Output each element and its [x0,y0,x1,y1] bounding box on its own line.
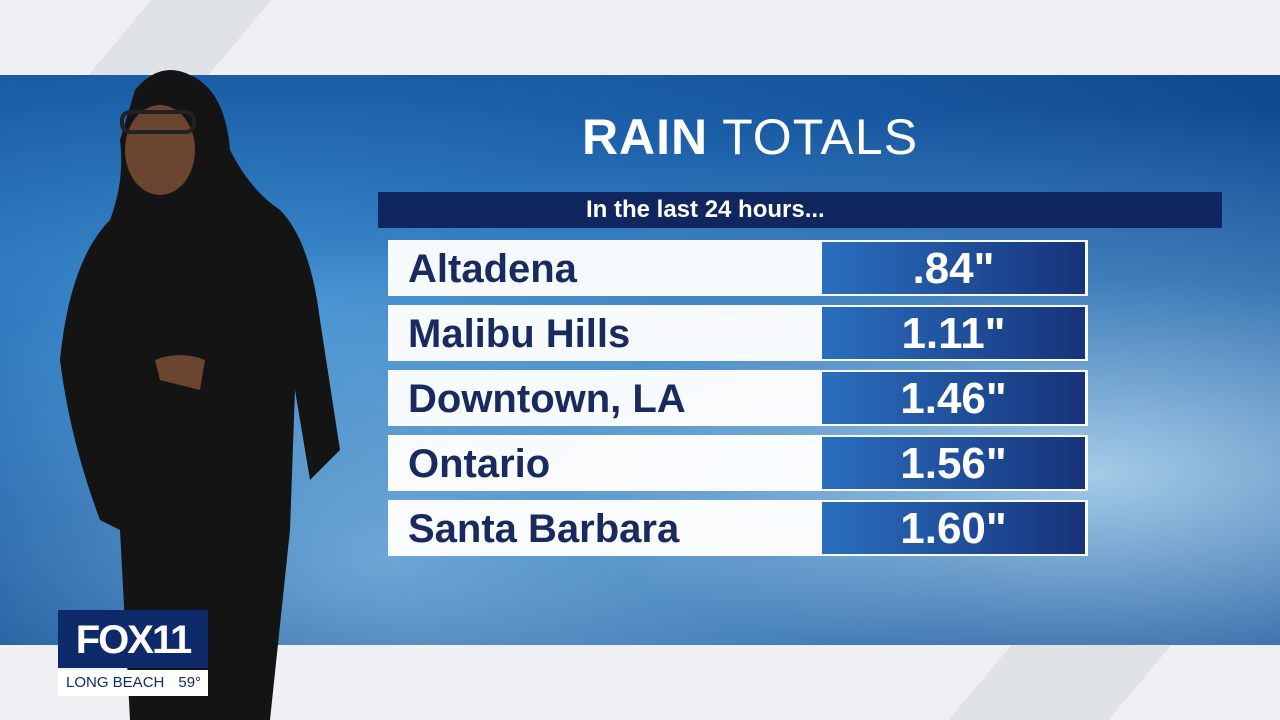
logo-bottom: LONG BEACH 59° [58,670,208,696]
location: Ontario [408,442,551,486]
table-row: Downtown, LA 1.46" [388,370,1088,426]
title-bold: RAIN [581,109,709,165]
table-row: Santa Barbara 1.60" [388,500,1088,556]
temperature: 59° [178,674,202,691]
rain-amount: 1.56" [822,437,1085,489]
title: RAIN TOTALS [480,108,1020,166]
location: Santa Barbara [408,507,680,551]
subtitle: In the last 24 hours... [586,196,825,223]
rain-amount: 1.60" [822,502,1085,554]
rain-amount: .84" [822,242,1085,294]
network: FOX [75,618,154,662]
table-row: Ontario 1.56" [388,435,1088,491]
location: Downtown, LA [408,377,686,421]
station-logo: FOX11 LONG BEACH 59° [58,610,208,696]
rain-amount: 1.11" [822,307,1085,359]
location: Malibu Hills [408,312,631,356]
title-light: TOTALS [722,109,919,165]
presenter [60,70,340,720]
location: Altadena [408,247,577,291]
subtitle-bar: In the last 24 hours... [378,192,1222,228]
table-row: Malibu Hills 1.11" [388,305,1088,361]
bg-stripe [948,645,1172,720]
table-row: Altadena .84" [388,240,1088,296]
channel: 11 [151,618,192,662]
city: LONG BEACH [66,674,165,691]
rain-amount: 1.46" [822,372,1085,424]
logo-top: FOX11 [58,610,208,668]
